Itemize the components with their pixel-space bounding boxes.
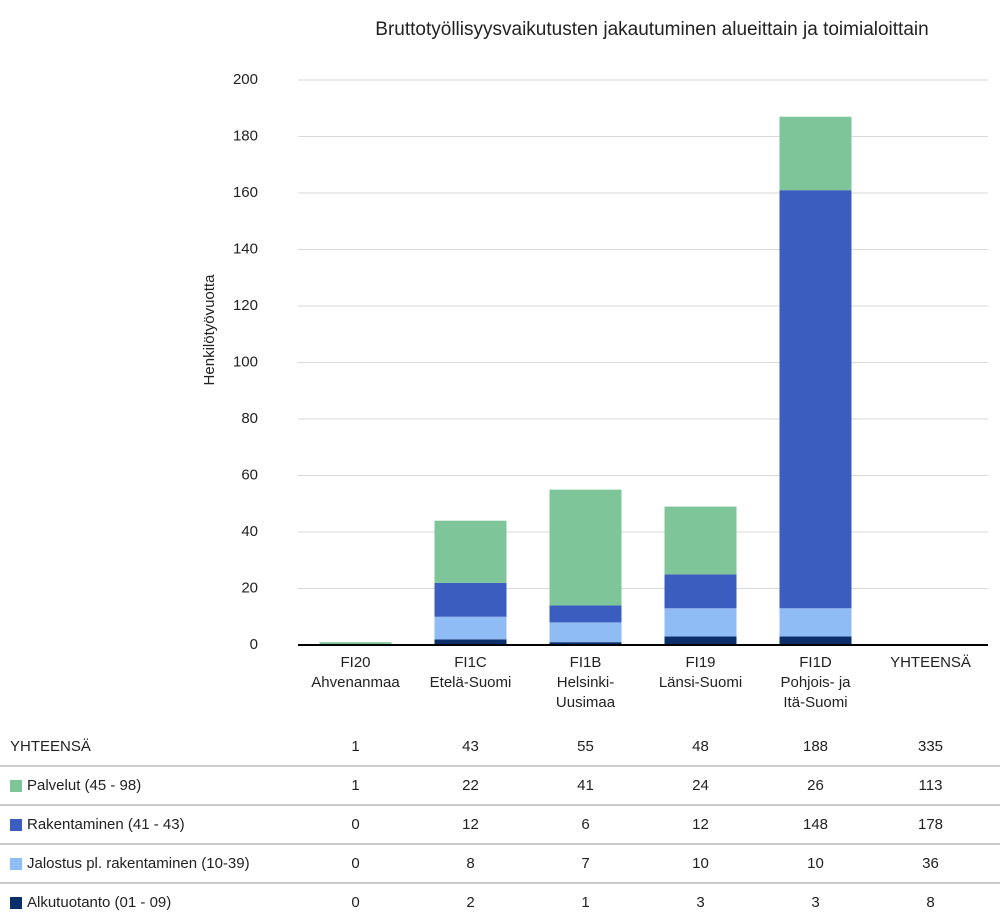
y-tick-label: 180 <box>233 127 258 144</box>
y-tick-label: 20 <box>241 579 258 596</box>
y-tick-label: 120 <box>233 297 258 314</box>
bar-segment <box>779 608 852 637</box>
bar-segment <box>549 642 622 645</box>
table-cell: 0 <box>351 816 359 833</box>
bar-segment <box>779 116 852 191</box>
y-axis-label: Henkilötyövuotta <box>201 274 218 386</box>
legend-swatch <box>10 819 22 831</box>
bar-segment <box>434 520 507 583</box>
table-cell: 36 <box>922 855 939 872</box>
table-cell: 7 <box>581 855 589 872</box>
table-cell: 10 <box>807 855 824 872</box>
table-cell: 0 <box>351 855 359 872</box>
table-cell: 2 <box>466 894 474 911</box>
x-tick-label: FI20 <box>340 654 370 671</box>
table-cell: 6 <box>581 816 589 833</box>
table-cell: 1 <box>351 738 359 755</box>
table-cell: 1 <box>581 894 589 911</box>
table-cell: 3 <box>696 894 704 911</box>
bar-segment <box>779 636 852 645</box>
y-tick-label: 0 <box>250 636 258 653</box>
legend-label: Alkutuotanto (01 - 09) <box>27 894 171 911</box>
table-cell: 24 <box>692 777 709 794</box>
table-cell: 188 <box>803 738 828 755</box>
table-cell: 12 <box>692 816 709 833</box>
table-cell: 178 <box>918 816 943 833</box>
table-cell: 22 <box>462 777 479 794</box>
y-tick-label: 100 <box>233 353 258 370</box>
table-cell: 43 <box>462 738 479 755</box>
table-cell: 48 <box>692 738 709 755</box>
chart-title: Bruttotyöllisyysvaikutusten jakautuminen… <box>375 19 928 40</box>
x-tick-label: Pohjois- ja <box>780 674 851 691</box>
x-tick-label: FI1D <box>799 654 832 671</box>
y-tick-label: 160 <box>233 184 258 201</box>
table-cell: 1 <box>351 777 359 794</box>
bar-segment <box>434 582 507 617</box>
x-tick-label: Uusimaa <box>556 694 616 711</box>
y-tick-label: 60 <box>241 466 258 483</box>
y-tick-label: 80 <box>241 410 258 427</box>
bar-segment <box>664 608 737 637</box>
bar-segment <box>319 642 392 645</box>
x-tick-label: Helsinki- <box>557 674 615 691</box>
x-tick-label: Etelä-Suomi <box>430 674 512 691</box>
legend-label: Jalostus pl. rakentaminen (10-39) <box>27 855 250 872</box>
legend-swatch <box>10 858 22 870</box>
x-tick-label: YHTEENSÄ <box>890 654 971 671</box>
legend-label: Palvelut (45 - 98) <box>27 777 141 794</box>
table-cell: 3 <box>811 894 819 911</box>
legend-swatch <box>10 897 22 909</box>
bar-segment <box>434 639 507 645</box>
table-cell: 0 <box>351 894 359 911</box>
bar-segment <box>549 605 622 623</box>
table-cell: 10 <box>692 855 709 872</box>
table-cell: 148 <box>803 816 828 833</box>
legend-label: Rakentaminen (41 - 43) <box>27 816 185 833</box>
table-cell: 335 <box>918 738 943 755</box>
table-cell: 12 <box>462 816 479 833</box>
x-tick-label: Länsi-Suomi <box>659 674 742 691</box>
bar-segment <box>664 636 737 645</box>
bar-segment <box>664 506 737 575</box>
table-cell: 8 <box>926 894 934 911</box>
table-cell: 55 <box>577 738 594 755</box>
bar-segment <box>664 574 737 609</box>
legend-swatch <box>10 780 22 792</box>
y-tick-label: 200 <box>233 71 258 88</box>
table-cell: 113 <box>919 777 943 794</box>
x-tick-label: FI1C <box>454 654 487 671</box>
x-tick-label: FI19 <box>685 654 715 671</box>
x-tick-label: Ahvenanmaa <box>311 674 400 691</box>
bar-segment <box>549 622 622 643</box>
table-row-label: YHTEENSÄ <box>10 738 91 755</box>
table-cell: 8 <box>466 855 474 872</box>
y-tick-label: 140 <box>233 240 258 257</box>
table-cell: 26 <box>807 777 824 794</box>
table-cell: 41 <box>577 777 594 794</box>
y-tick-label: 40 <box>241 523 258 540</box>
bar-segment <box>434 616 507 640</box>
bar-segment <box>549 489 622 606</box>
bar-segment <box>779 190 852 609</box>
x-tick-label: FI1B <box>570 654 602 671</box>
x-tick-label: Itä-Suomi <box>783 694 847 711</box>
